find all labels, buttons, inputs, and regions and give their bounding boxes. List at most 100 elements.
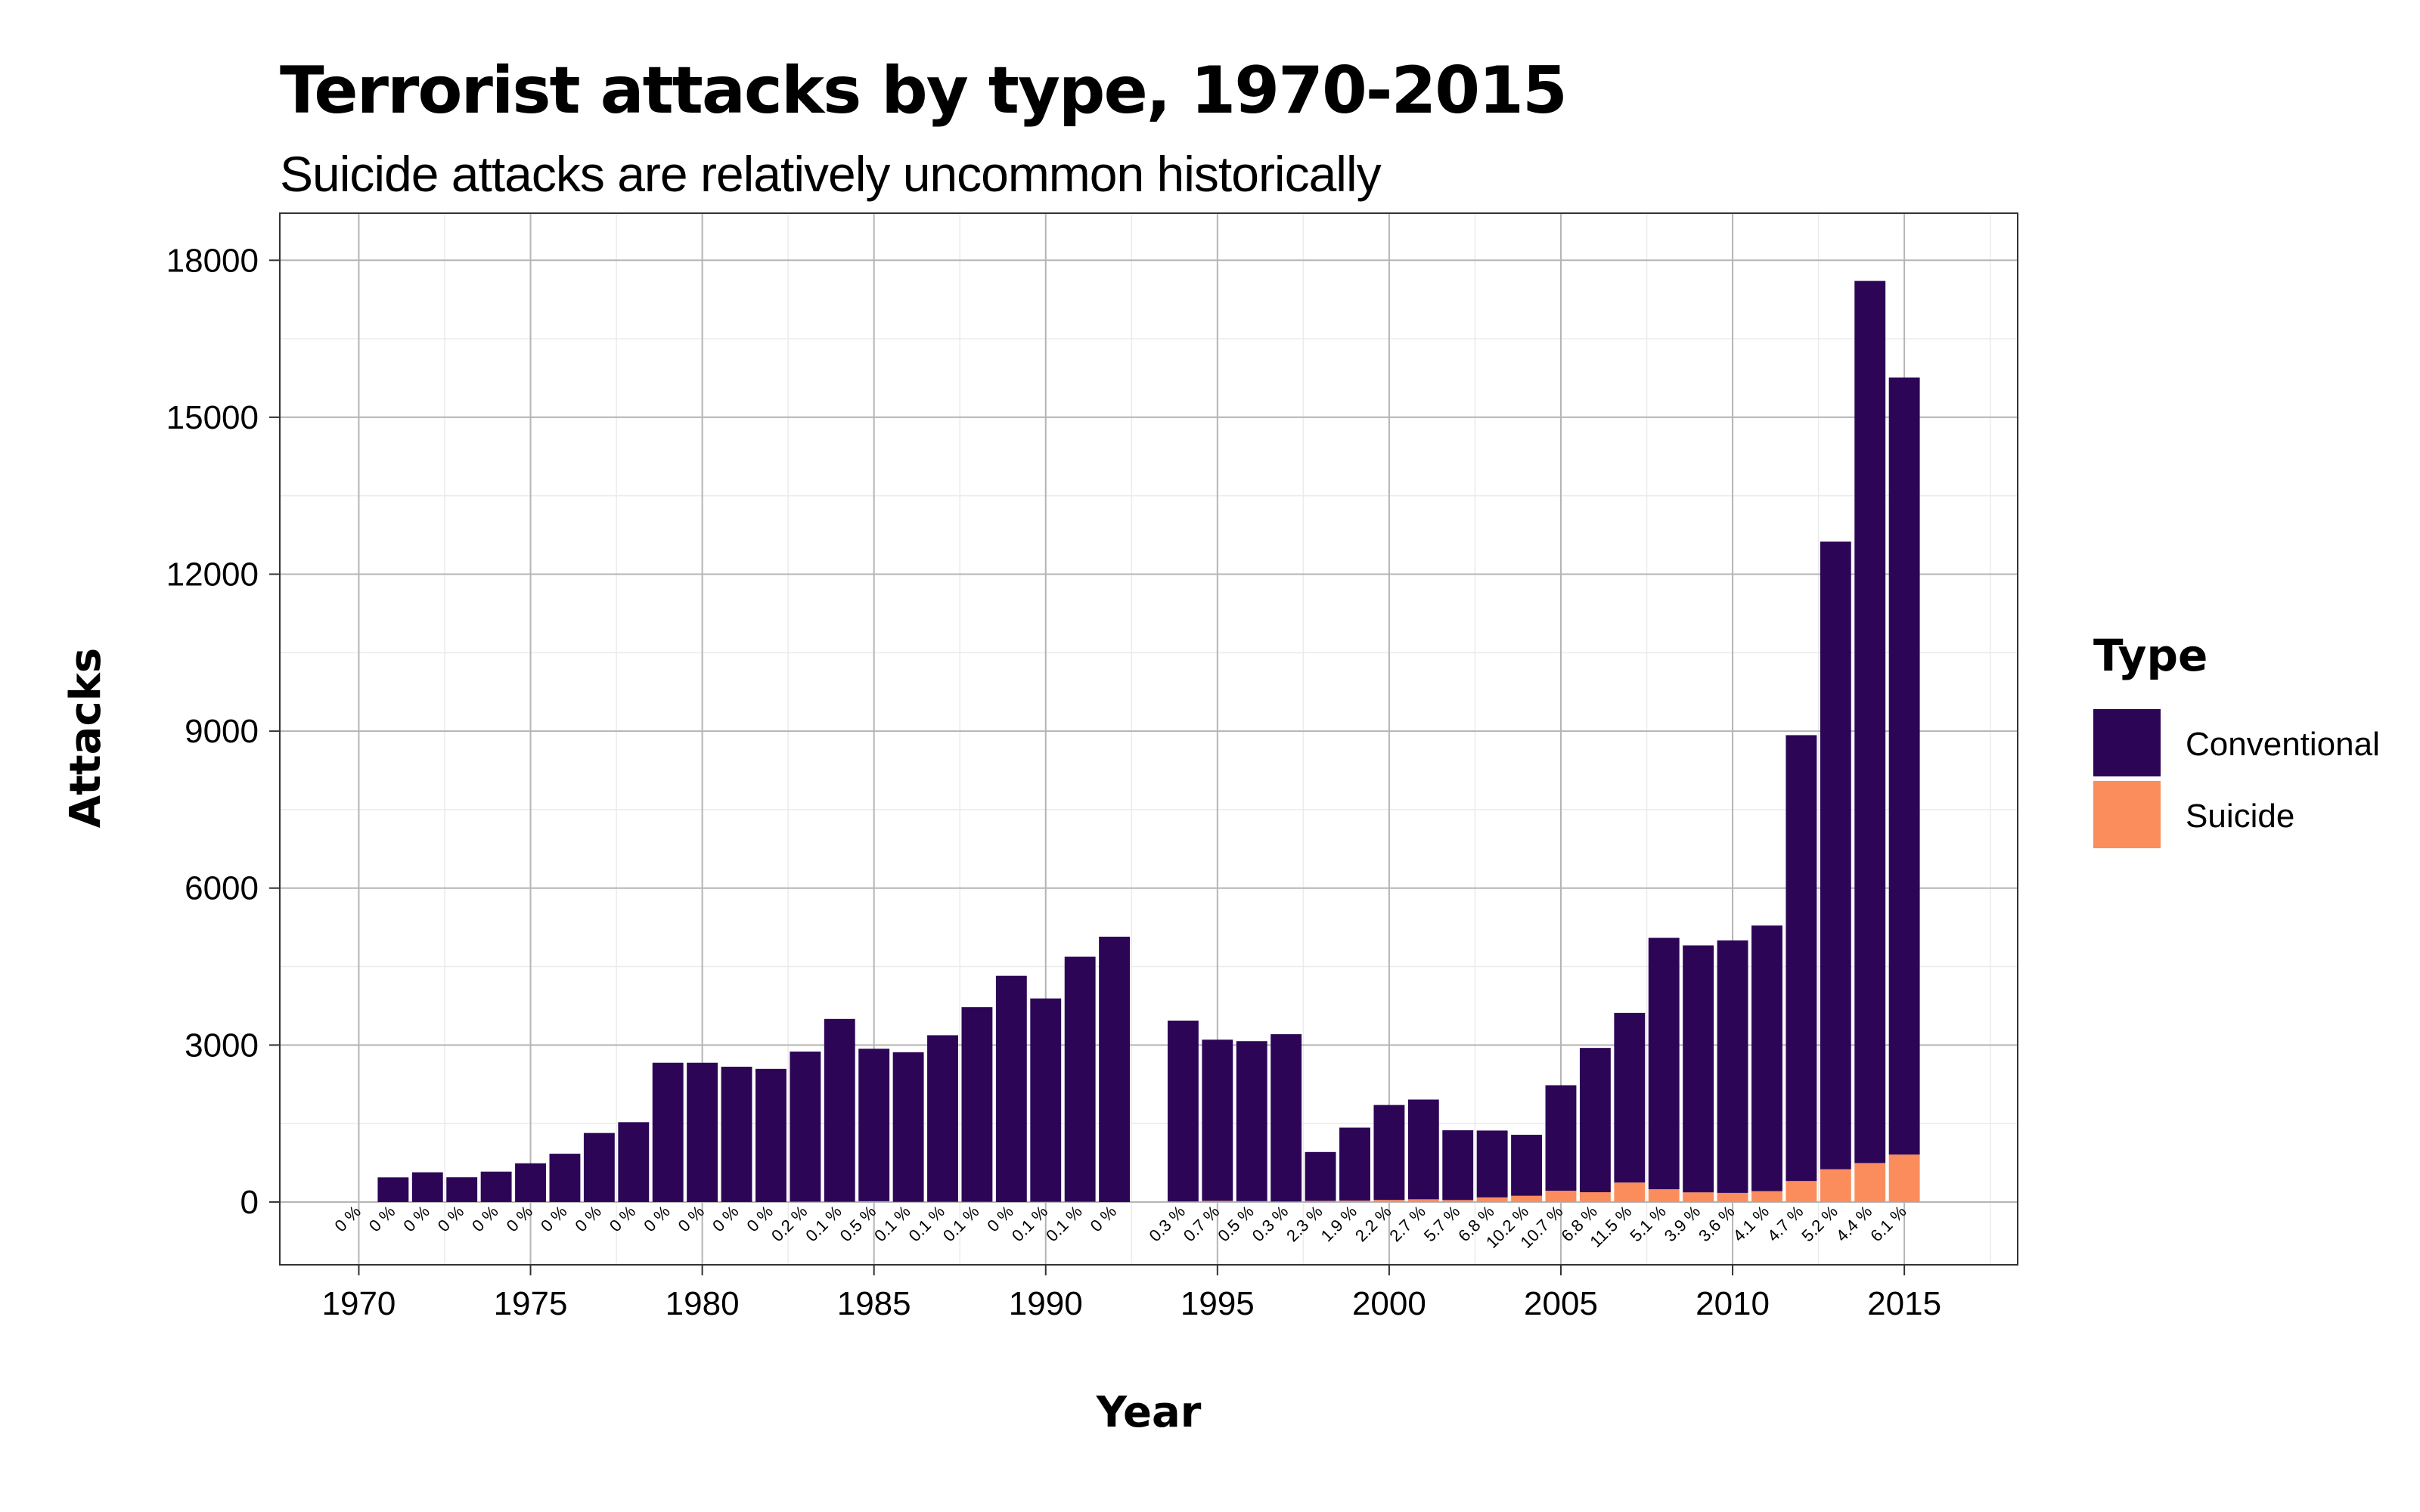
bar-conventional — [583, 1132, 615, 1202]
bar-conventional — [1099, 937, 1131, 1202]
bar-conventional — [1888, 377, 1920, 1155]
bar-suicide — [1407, 1199, 1439, 1202]
bar-conventional — [652, 1062, 684, 1202]
bar-suicide — [1339, 1201, 1370, 1202]
bar-conventional — [1442, 1130, 1474, 1201]
bar-conventional — [515, 1163, 546, 1202]
y-tick-label: 12000 — [166, 556, 259, 593]
bar-conventional — [892, 1052, 924, 1202]
x-tick-label: 1980 — [666, 1285, 740, 1322]
bar-conventional — [1064, 956, 1096, 1202]
bar-conventional — [1820, 541, 1851, 1170]
bar-conventional — [1030, 998, 1062, 1202]
bar-suicide — [1648, 1189, 1680, 1202]
bar-suicide — [1202, 1201, 1233, 1202]
bar-suicide — [1854, 1163, 1886, 1202]
bar-suicide — [1305, 1201, 1336, 1202]
x-tick-label: 2005 — [1524, 1285, 1598, 1322]
bar-conventional — [411, 1172, 443, 1202]
bar-suicide — [1545, 1191, 1577, 1202]
bar-conventional — [1683, 945, 1714, 1193]
bar-conventional — [961, 1007, 993, 1202]
bar-conventional — [790, 1051, 821, 1202]
x-tick-label: 1975 — [494, 1285, 568, 1322]
bar-conventional — [1305, 1151, 1336, 1201]
bar-conventional — [995, 975, 1027, 1202]
bar-suicide — [1888, 1154, 1920, 1202]
bar-conventional — [1648, 937, 1680, 1190]
bar-conventional — [377, 1177, 409, 1202]
bar-suicide — [1717, 1192, 1748, 1202]
legend-title: Type — [2093, 630, 2207, 681]
bar-suicide — [1167, 1201, 1199, 1202]
bars — [377, 280, 1920, 1202]
bar-suicide — [1820, 1169, 1851, 1202]
plot-panel-border — [279, 212, 2018, 1266]
bar-conventional — [1786, 735, 1817, 1182]
bar-suicide — [1614, 1182, 1646, 1202]
bar-suicide — [1511, 1195, 1543, 1202]
bar-conventional — [1202, 1040, 1233, 1201]
chart-title: Terrorist attacks by type, 1970-2015 — [280, 53, 1568, 129]
x-tick-label: 1995 — [1181, 1285, 1255, 1322]
bar-conventional — [1854, 280, 1886, 1163]
bar-conventional — [1270, 1034, 1302, 1202]
bar-conventional — [1236, 1041, 1267, 1201]
bar-conventional — [755, 1068, 786, 1202]
bar-conventional — [1339, 1127, 1370, 1201]
bar-suicide — [1236, 1201, 1267, 1202]
x-tick-label: 1985 — [837, 1285, 911, 1322]
y-tick-label: 0 — [240, 1184, 259, 1221]
bar-conventional — [927, 1035, 958, 1202]
bar-conventional — [1717, 940, 1748, 1193]
bar-conventional — [1614, 1012, 1646, 1183]
chart-subtitle: Suicide attacks are relatively uncommon … — [280, 146, 1382, 202]
grid-minor — [280, 213, 2018, 1265]
bar-conventional — [1373, 1105, 1405, 1201]
bar-suicide — [1442, 1200, 1474, 1202]
x-tick-label: 2010 — [1696, 1285, 1770, 1322]
x-tick-label: 2000 — [1352, 1285, 1426, 1322]
bar-conventional — [480, 1171, 512, 1202]
bar-suicide — [1579, 1192, 1611, 1202]
bar-suicide — [1683, 1192, 1714, 1202]
bar-conventional — [618, 1122, 650, 1202]
y-axis-title: Attacks — [61, 648, 110, 828]
bar-conventional — [1167, 1021, 1199, 1202]
legend-key-conventional — [2093, 709, 2161, 776]
y-tick-label: 18000 — [166, 242, 259, 279]
y-tick-label: 15000 — [166, 399, 259, 436]
y-axis: 0 3000 6000 9000 12000 15000 18000 — [166, 242, 280, 1221]
bar-conventional — [1751, 925, 1782, 1191]
bar-conventional — [1476, 1130, 1508, 1198]
bar-suicide — [1751, 1191, 1782, 1202]
bar-suicide — [1373, 1200, 1405, 1202]
x-axis: 1970 1975 1980 1985 1990 1995 2000 2005 2010 2015 — [322, 1265, 1941, 1322]
x-tick-label: 2015 — [1867, 1285, 1941, 1322]
bar-conventional — [721, 1066, 752, 1202]
legend-key-suicide — [2093, 781, 2161, 848]
legend: Type Conventional Suicide — [2093, 630, 2380, 848]
x-tick-label: 1970 — [322, 1285, 396, 1322]
bar-conventional — [446, 1177, 478, 1202]
bar-conventional — [1545, 1085, 1577, 1191]
bar-conventional — [549, 1154, 581, 1202]
bar-suicide — [1786, 1181, 1817, 1202]
x-tick-label: 1990 — [1009, 1285, 1083, 1322]
y-tick-label: 6000 — [185, 870, 259, 907]
legend-label-conventional: Conventional — [2186, 726, 2380, 763]
x-axis-title: Year — [1096, 1388, 1202, 1437]
bar-suicide — [1270, 1201, 1302, 1202]
bar-conventional — [687, 1062, 718, 1202]
legend-label-suicide: Suicide — [2186, 798, 2294, 835]
bar-conventional — [824, 1018, 855, 1202]
bar-conventional — [858, 1049, 890, 1201]
bar-conventional — [1579, 1048, 1611, 1193]
bar-suicide — [858, 1201, 890, 1202]
bar-conventional — [1407, 1099, 1439, 1200]
bar-suicide — [1476, 1197, 1508, 1202]
y-tick-label: 9000 — [185, 713, 259, 750]
y-tick-label: 3000 — [185, 1027, 259, 1064]
bar-conventional — [1511, 1135, 1543, 1196]
